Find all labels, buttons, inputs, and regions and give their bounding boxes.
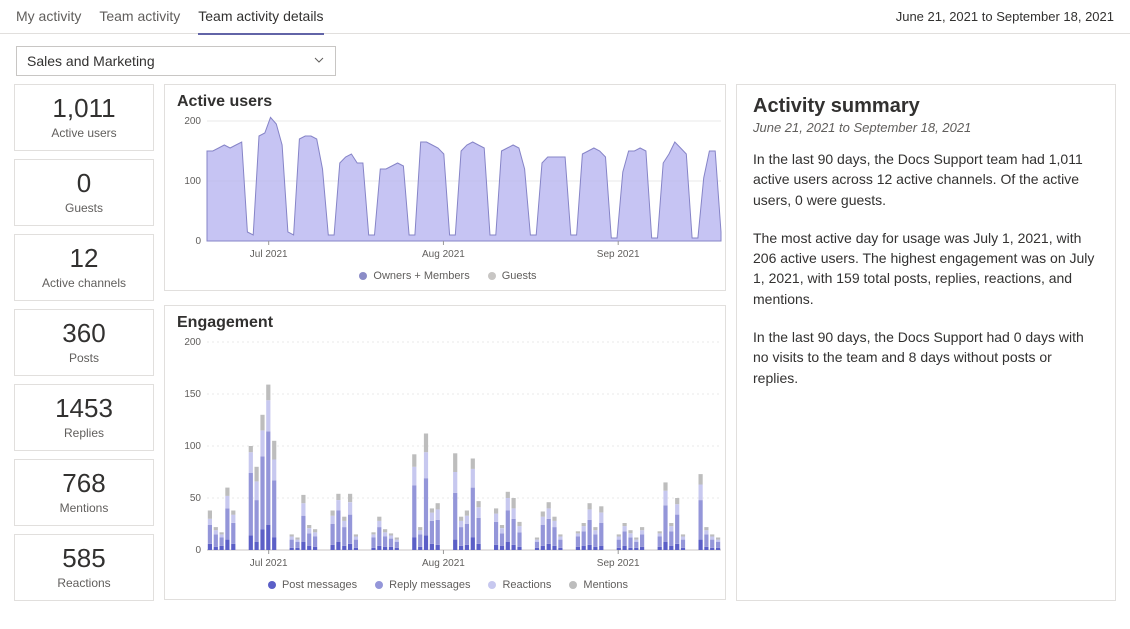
kpi-value: 768 — [19, 468, 149, 499]
kpi-label: Active channels — [19, 276, 149, 290]
svg-text:150: 150 — [184, 389, 201, 400]
engagement-legend: Post messagesReply messagesReactionsMent… — [177, 579, 713, 591]
engagement-chart-card: Engagement 0 50 100 150 200 Jul 2021 Aug 2021 S… — [164, 305, 726, 600]
tab-team-activity[interactable]: Team activity — [99, 0, 180, 34]
kpi-value: 360 — [19, 318, 149, 349]
svg-text:Aug 2021: Aug 2021 — [422, 249, 465, 260]
svg-text:100: 100 — [184, 441, 201, 452]
active-users-chart: 0 100 200 Jul 2021 Aug 2021 Sep 2021 — [177, 115, 729, 265]
engagement-title: Engagement — [177, 314, 713, 332]
active-users-legend: Owners + MembersGuests — [177, 270, 713, 282]
summary-title: Activity summary — [753, 95, 1099, 118]
svg-text:200: 200 — [184, 116, 201, 127]
kpi-value: 12 — [19, 243, 149, 274]
svg-text:0: 0 — [195, 236, 201, 247]
kpi-label: Replies — [19, 426, 149, 440]
svg-text:Sep 2021: Sep 2021 — [597, 249, 640, 260]
kpi-card-replies[interactable]: 1453 Replies — [14, 384, 154, 451]
kpi-label: Mentions — [19, 501, 149, 515]
team-select[interactable]: Sales and Marketing — [16, 46, 336, 76]
kpi-value: 585 — [19, 543, 149, 574]
kpi-card-mentions[interactable]: 768 Mentions — [14, 459, 154, 526]
kpi-value: 1453 — [19, 393, 149, 424]
activity-summary-panel: Activity summary June 21, 2021 to Septem… — [736, 84, 1116, 601]
svg-text:Aug 2021: Aug 2021 — [422, 558, 465, 569]
svg-text:Jul 2021: Jul 2021 — [250, 558, 288, 569]
svg-text:Sep 2021: Sep 2021 — [597, 558, 640, 569]
kpi-card-posts[interactable]: 360 Posts — [14, 309, 154, 376]
tab-strip: My activity Team activity Team activity … — [16, 0, 324, 34]
kpi-card-active-users[interactable]: 1,011 Active users — [14, 84, 154, 151]
tab-team-activity-details[interactable]: Team activity details — [198, 0, 323, 35]
svg-text:Jul 2021: Jul 2021 — [250, 249, 288, 260]
kpi-value: 0 — [19, 168, 149, 199]
kpi-card-active-channels[interactable]: 12 Active channels — [14, 234, 154, 301]
chevron-down-icon — [313, 53, 325, 69]
summary-subtitle: June 21, 2021 to September 18, 2021 — [753, 120, 1099, 135]
svg-text:100: 100 — [184, 176, 201, 187]
svg-text:0: 0 — [195, 545, 201, 556]
kpi-label: Reactions — [19, 576, 149, 590]
summary-paragraph-2: The most active day for usage was July 1… — [753, 228, 1099, 309]
top-bar: My activity Team activity Team activity … — [0, 0, 1130, 34]
team-select-value: Sales and Marketing — [27, 53, 155, 69]
kpi-value: 1,011 — [19, 93, 149, 124]
filter-row: Sales and Marketing — [0, 34, 1130, 84]
kpi-label: Posts — [19, 351, 149, 365]
kpi-label: Guests — [19, 201, 149, 215]
tab-my-activity[interactable]: My activity — [16, 0, 81, 34]
kpi-label: Active users — [19, 126, 149, 140]
svg-text:200: 200 — [184, 337, 201, 348]
kpi-card-guests[interactable]: 0 Guests — [14, 159, 154, 226]
kpi-column: 1,011 Active users 0 Guests 12 Active channel… — [14, 84, 154, 601]
summary-paragraph-1: In the last 90 days, the Docs Support te… — [753, 149, 1099, 210]
svg-text:50: 50 — [190, 493, 202, 504]
active-users-chart-card: Active users 0 100 200 Jul 2021 Aug 2021 Sep … — [164, 84, 726, 291]
active-users-title: Active users — [177, 93, 713, 111]
date-range-label: June 21, 2021 to September 18, 2021 — [896, 9, 1114, 24]
summary-paragraph-3: In the last 90 days, the Docs Support ha… — [753, 327, 1099, 388]
engagement-chart: 0 50 100 150 200 Jul 2021 Aug 2021 Sep 2021 — [177, 336, 729, 574]
kpi-card-reactions[interactable]: 585 Reactions — [14, 534, 154, 601]
